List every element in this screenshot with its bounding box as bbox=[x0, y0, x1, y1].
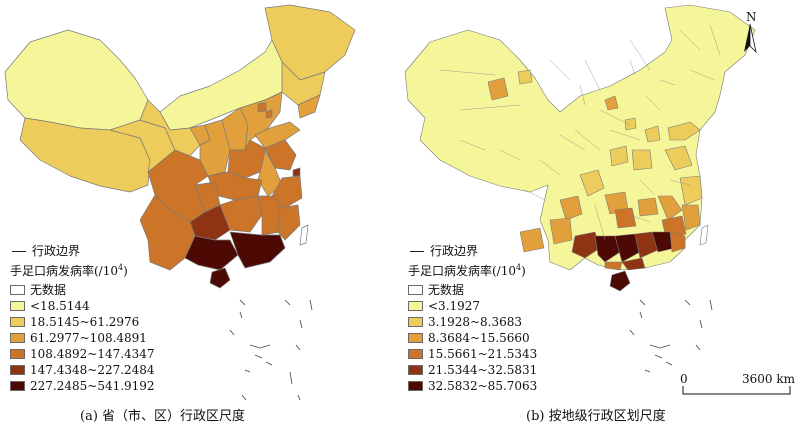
legend-swatch bbox=[408, 381, 423, 391]
legend-title: 手足口病发病率(/104) bbox=[10, 263, 128, 278]
north-arrow: N bbox=[740, 10, 770, 56]
scale-end: 3600 km bbox=[742, 372, 796, 386]
boundary-line-symbol bbox=[410, 250, 424, 252]
legend-class: <18.5144 bbox=[10, 298, 155, 314]
map-panel-province: 行政边界 手足口病发病率(/104) 无数据 <18.5144 18.5145~… bbox=[4, 4, 356, 424]
legend-class: 3.1928~8.3683 bbox=[408, 314, 537, 330]
legend-swatch bbox=[10, 301, 25, 311]
legend-swatch bbox=[10, 365, 25, 375]
caption-prefecture: (b) 按地级行政区划尺度 bbox=[526, 409, 666, 424]
north-label: N bbox=[746, 10, 757, 24]
legend-class: 32.5832~85.7063 bbox=[408, 378, 537, 394]
legend-prefecture: 行政边界 手足口病发病率(/104) 无数据 <3.1927 3.1928~8.… bbox=[408, 243, 537, 394]
legend-class: 8.3684~15.5660 bbox=[408, 330, 537, 346]
legend-swatch bbox=[10, 333, 25, 343]
legend-class: 无数据 bbox=[10, 282, 155, 298]
legend-swatch bbox=[408, 333, 423, 343]
legend-class: 15.5661~21.5343 bbox=[408, 346, 537, 362]
legend-province: 行政边界 手足口病发病率(/104) 无数据 <18.5144 18.5145~… bbox=[10, 243, 155, 394]
legend-class: 无数据 bbox=[408, 282, 537, 298]
boundary-label: 行政边界 bbox=[32, 244, 81, 258]
legend-title: 手足口病发病率(/104) bbox=[408, 263, 526, 278]
legend-swatch bbox=[10, 381, 25, 391]
legend-class: 18.5145~61.2976 bbox=[10, 314, 155, 330]
legend-swatch bbox=[408, 317, 423, 327]
scale-bar-line bbox=[682, 386, 791, 395]
legend-swatch bbox=[408, 301, 423, 311]
legend-swatch bbox=[408, 349, 423, 359]
legend-swatch bbox=[10, 317, 25, 327]
legend-swatch bbox=[10, 349, 25, 359]
caption-province: (a) 省（市、区）行政区尺度 bbox=[80, 409, 246, 424]
legend-boundary-row: 行政边界 bbox=[10, 243, 155, 259]
legend-class: 21.5344~32.5831 bbox=[408, 362, 537, 378]
legend-class: 147.4348~227.2484 bbox=[10, 362, 155, 378]
legend-swatch bbox=[408, 365, 423, 375]
province-map bbox=[4, 4, 356, 401]
prefecture-map bbox=[404, 4, 756, 373]
map-panel-prefecture: N 行政边界 手足口病发病率(/104) 无数据 <3.1927 3.1928~… bbox=[400, 0, 800, 430]
legend-boundary-row: 行政边界 bbox=[408, 243, 537, 259]
legend-swatch bbox=[408, 285, 423, 295]
legend-swatch bbox=[10, 285, 25, 295]
legend-class: 227.2485~541.9192 bbox=[10, 378, 155, 394]
scale-start: 0 bbox=[680, 372, 688, 386]
legend-class: 61.2977~108.4891 bbox=[10, 330, 155, 346]
boundary-line-symbol bbox=[12, 250, 26, 252]
legend-class: <3.1927 bbox=[408, 298, 537, 314]
boundary-label: 行政边界 bbox=[430, 244, 479, 258]
legend-class: 108.4892~147.4347 bbox=[10, 346, 155, 362]
north-arrow-icon bbox=[744, 23, 757, 54]
scale-bar: 0 3600 km bbox=[680, 372, 800, 402]
